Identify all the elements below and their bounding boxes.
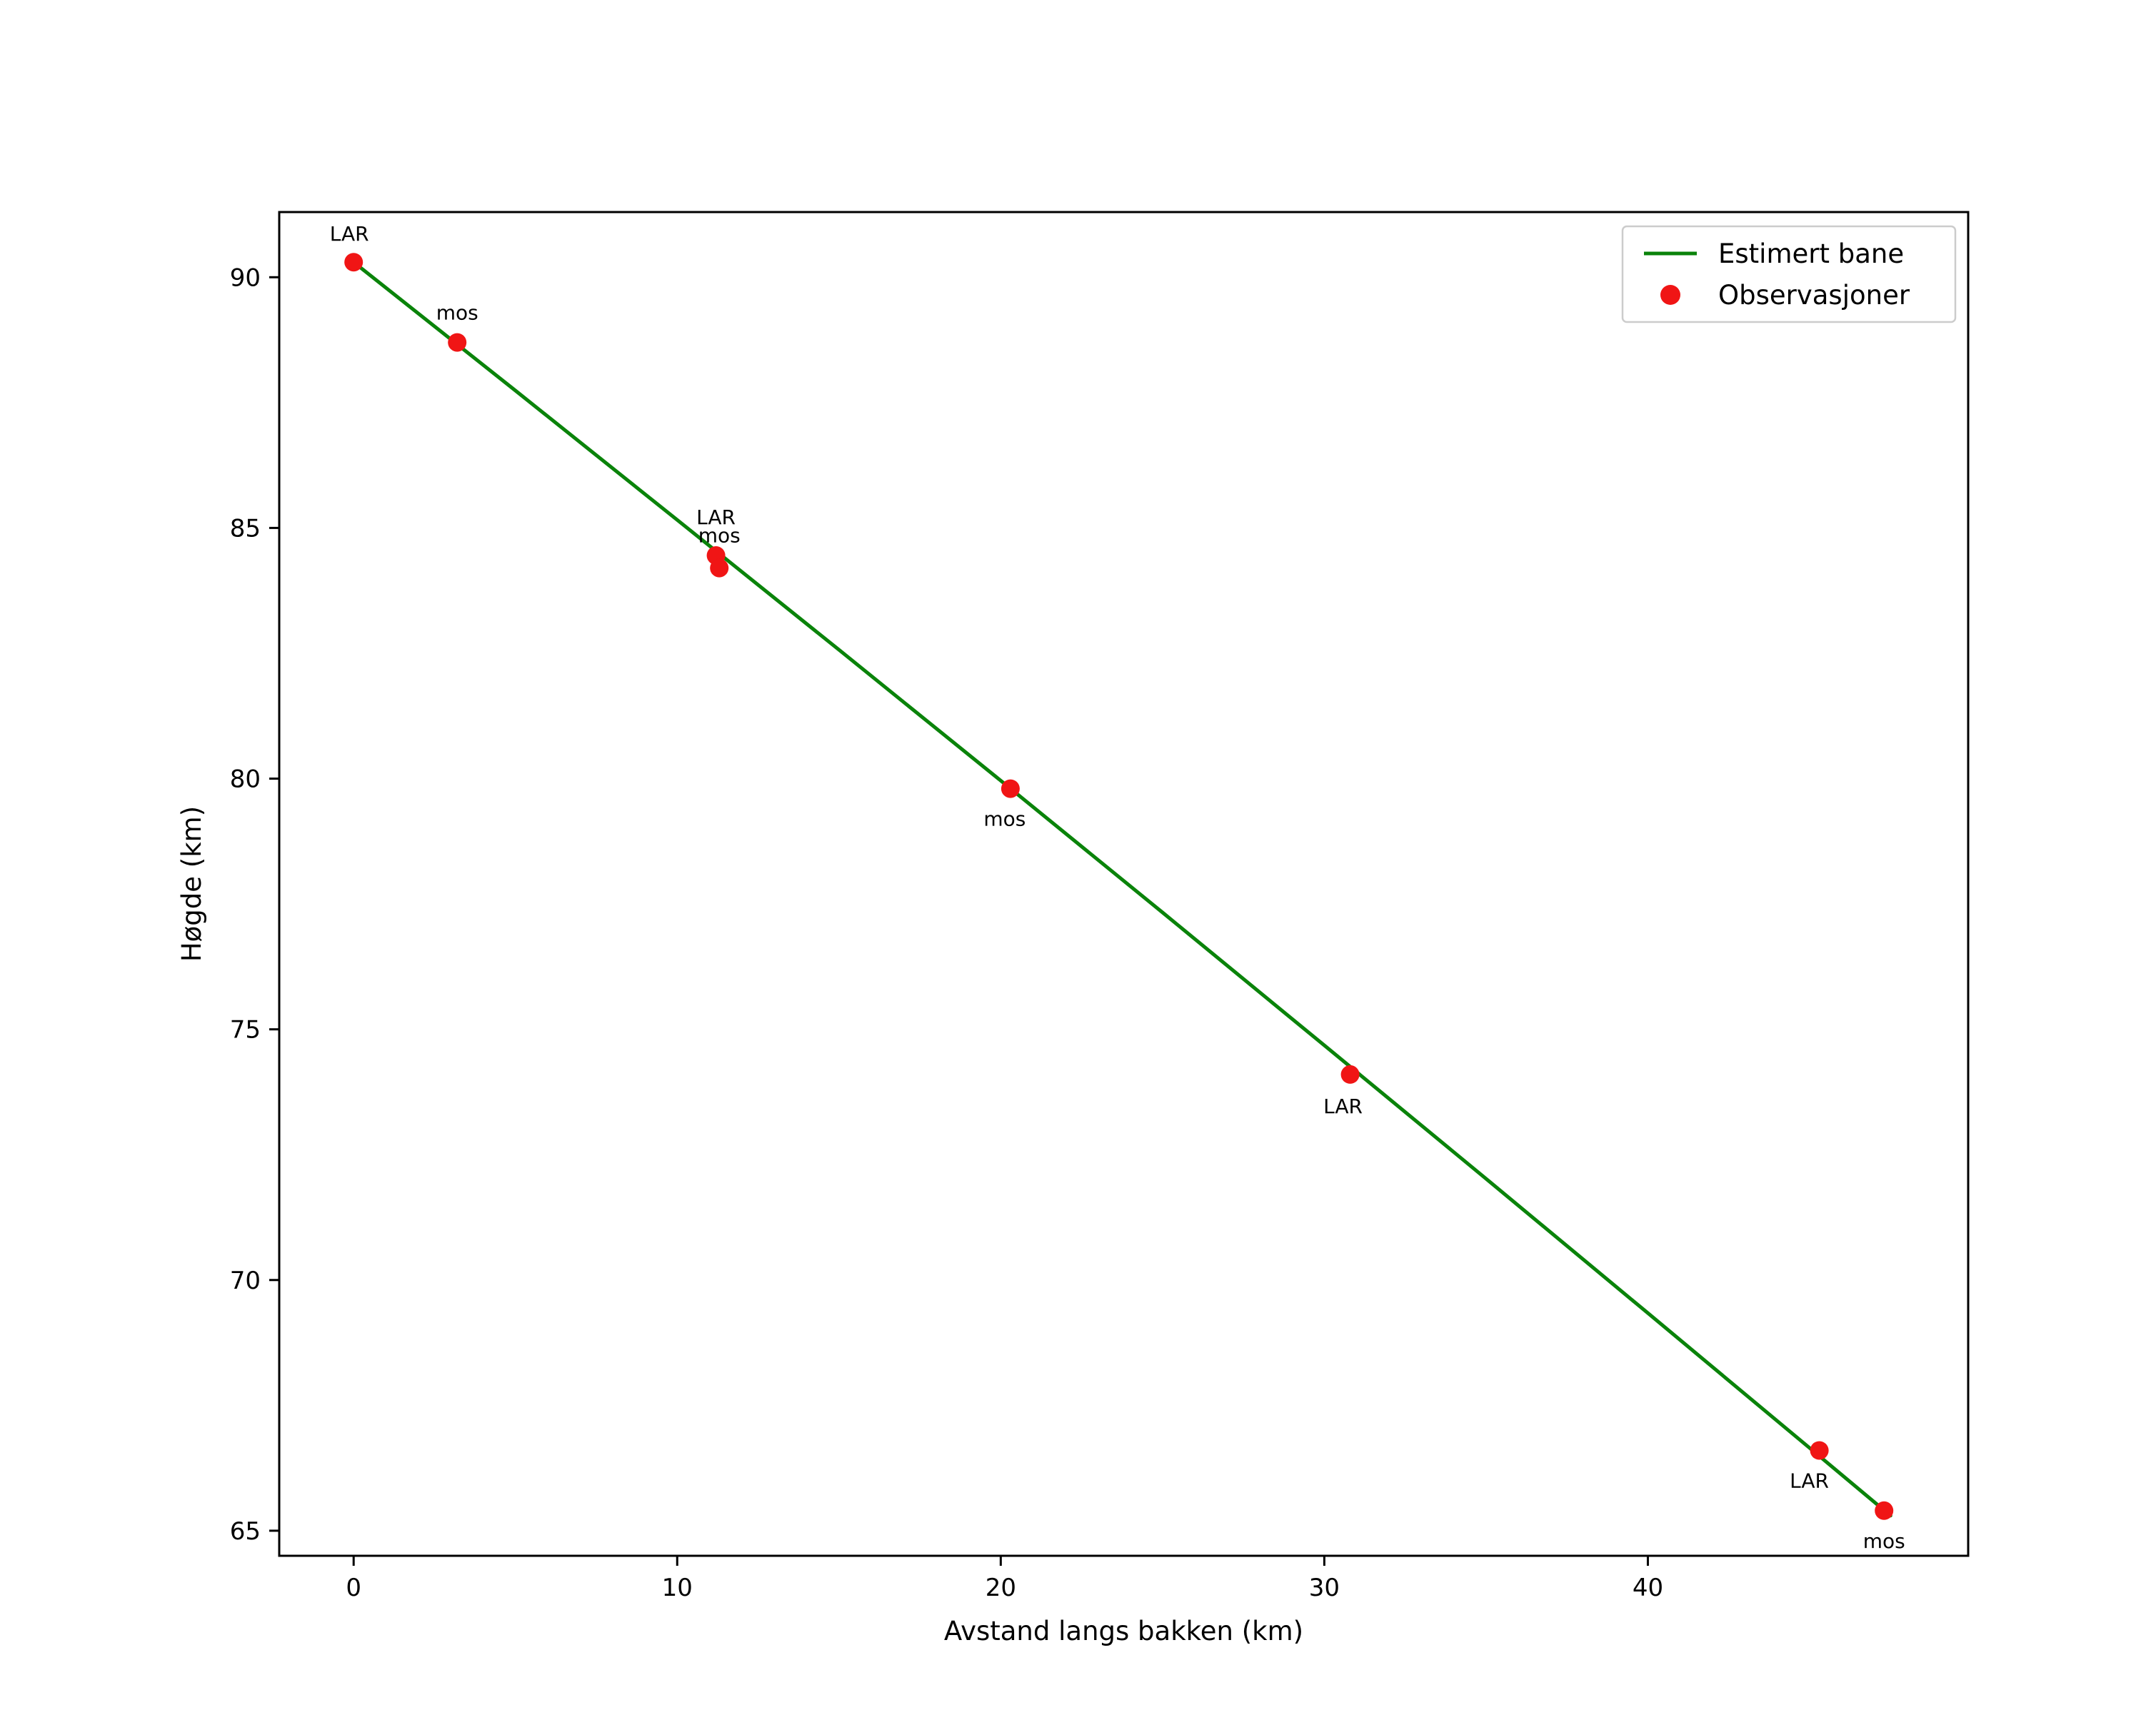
legend-entry-label: Estimert bane [1718, 238, 1904, 269]
x-tick-label: 20 [986, 1574, 1016, 1602]
legend-box [1621, 225, 1957, 323]
trajectory-line [351, 260, 1892, 1518]
point-label: LAR [1790, 1469, 1829, 1493]
y-axis-label: Høgde (km) [176, 806, 207, 962]
legend-dot-sample [1660, 285, 1680, 305]
x-axis-label: Avstand langs bakken (km) [944, 1616, 1303, 1646]
observation-point [344, 253, 363, 272]
y-tick-label: 80 [230, 765, 261, 794]
y-tick-label: 70 [230, 1267, 261, 1295]
point-label: mos [983, 808, 1026, 831]
x-tick-label: 30 [1309, 1574, 1340, 1602]
point-label: LAR [1323, 1095, 1363, 1118]
x-tick-label: 10 [662, 1574, 693, 1602]
observation-point [710, 558, 729, 578]
observation-point [1875, 1501, 1894, 1520]
observation-point [1001, 779, 1020, 798]
x-tick-label: 0 [346, 1574, 361, 1602]
point-label: mos [698, 524, 741, 548]
y-tick-label: 75 [230, 1016, 261, 1045]
observation-point [448, 333, 467, 352]
point-label: mos [436, 301, 478, 325]
point-label: LAR [696, 506, 736, 529]
y-tick-label: 65 [230, 1517, 261, 1546]
axes-spines [278, 211, 1970, 1557]
point-label: LAR [330, 222, 369, 246]
observation-point [1340, 1065, 1360, 1084]
x-tick-label: 40 [1633, 1574, 1663, 1602]
y-tick-label: 85 [230, 514, 261, 543]
point-label: mos [1863, 1529, 1905, 1553]
y-tick-label: 90 [230, 263, 261, 292]
legend-entry-label: Observasjoner [1718, 280, 1910, 311]
observation-point [1810, 1441, 1829, 1460]
